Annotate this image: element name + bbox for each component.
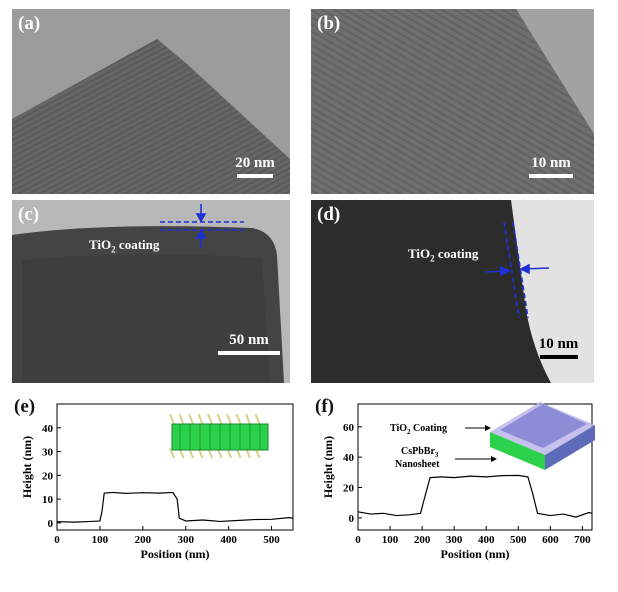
panel-label-b: (b): [317, 13, 341, 34]
chart-e-xtick-label: 400: [220, 534, 237, 546]
chart-e-xtick-label: 300: [177, 534, 194, 546]
ligand-top: [254, 413, 261, 425]
tem-image-a: [12, 9, 290, 194]
ligand-top: [169, 413, 175, 425]
ligand-top: [235, 413, 242, 425]
ligand-top: [226, 413, 232, 425]
chart-e-ytick-label: 30: [42, 447, 54, 459]
ligand-top: [216, 413, 223, 425]
chart-f-series-line: [357, 474, 593, 518]
scale-bar-b: 10 nm: [521, 155, 581, 178]
tem-panel-a: (a) 20 nm: [12, 9, 290, 194]
inset-coating-label: TiO2 Coating: [390, 423, 447, 436]
chart-e-xlabel: Position (nm): [141, 547, 210, 561]
chart-f-ytick-label: 60: [343, 422, 355, 434]
afm-plot-f: (f) 0 100 200 300 400 500 600 700 0 20 40 60 Positio…: [305, 390, 618, 587]
scale-text-a: 20 nm: [235, 155, 275, 171]
chart-e-xtick-label: 500: [263, 534, 280, 546]
inset-sheet-label-2: Nanosheet: [395, 459, 440, 470]
sheet-side: [545, 425, 595, 470]
chart-f-ytick-label: 40: [343, 452, 355, 464]
tem-panel-c: (c) TiO2 coating 50 nm: [12, 200, 290, 383]
chart-f-ytick-label: 20: [343, 482, 355, 494]
tem-image-c: [12, 200, 290, 383]
chart-f-xtick-label: 200: [414, 534, 431, 546]
scale-text-b: 10 nm: [531, 155, 571, 171]
chart-e-ylabel: Height (nm): [20, 436, 34, 498]
chart-f-xtick-label: 100: [382, 534, 399, 546]
chart-f-xtick-label: 600: [542, 534, 559, 546]
inset-arrowhead-2: [491, 456, 497, 462]
chart-e-xtick-label: 0: [54, 534, 60, 546]
coating-label-d: TiO2 coating: [408, 246, 479, 264]
tem-panel-b: (b) 10 nm: [311, 9, 594, 194]
ligand-top: [245, 413, 251, 425]
chart-e: 0 100 200 300 400 500 0 10 20 30 40 Position (nm) He…: [20, 403, 294, 561]
chart-e-ytick-label: 0: [48, 518, 54, 530]
ligand-bottom: [169, 447, 175, 459]
chart-e-xtick-label: 200: [135, 534, 152, 546]
chart-f-xlabel: Position (nm): [441, 547, 510, 561]
inset-arrowhead-1: [485, 425, 491, 431]
sheet-inner: [500, 404, 587, 448]
chart-f-ytick-label: 0: [349, 513, 355, 525]
nanosheet-inset-e: [169, 413, 269, 459]
panel-label-a: (a): [18, 13, 41, 34]
chart-f: 0 100 200 300 400 500 600 700 0 20 40 60 Position (n…: [321, 402, 595, 561]
ligand-top: [178, 413, 185, 425]
chart-f-xtick-label: 700: [574, 534, 591, 546]
panel-label-c: (c): [18, 204, 40, 225]
coating-label-c: TiO2 coating: [89, 237, 160, 255]
chart-f-xtick-label: 300: [446, 534, 463, 546]
scale-bar-a: 20 nm: [230, 155, 280, 178]
tem-panel-d: (d) TiO2 coating 10 nm: [311, 200, 594, 383]
chart-e-ytick-label: 20: [42, 470, 54, 482]
scale-bar-c: 50 nm: [214, 332, 284, 355]
scale-bar-d: 10 nm: [531, 336, 586, 359]
chart-f-xtick-label: 0: [355, 534, 361, 546]
tem-image-d: [311, 200, 594, 383]
chart-f-xtick-label: 500: [510, 534, 527, 546]
inset-sheet-label-1: CsPbBr3: [401, 446, 439, 459]
chart-f-xtick-label: 400: [478, 534, 495, 546]
sheet-front: [490, 432, 545, 470]
scale-text-d: 10 nm: [538, 336, 579, 352]
panel-label-d: (d): [317, 204, 341, 225]
ligand-top: [188, 413, 194, 425]
chart-e-series-line: [56, 491, 294, 523]
ligand-top: [207, 413, 213, 425]
chart-e-frame: [56, 403, 294, 531]
panel-label-e: (e): [14, 396, 36, 417]
tem-image-b: [311, 9, 594, 194]
afm-plot-e: (e) 0 100 200 300 400 500 0 10 20 30 40 Position (n…: [0, 390, 305, 587]
chart-e-ytick-label: 40: [42, 423, 54, 435]
chart-f-ylabel: Height (nm): [321, 436, 335, 498]
chart-e-ytick-label: 10: [42, 494, 54, 506]
panel-label-f: (f): [315, 396, 334, 417]
scale-text-c: 50 nm: [229, 332, 269, 348]
chart-e-xtick-label: 100: [92, 534, 109, 546]
ligand-top: [197, 413, 204, 425]
chart-f-frame: [357, 403, 593, 531]
